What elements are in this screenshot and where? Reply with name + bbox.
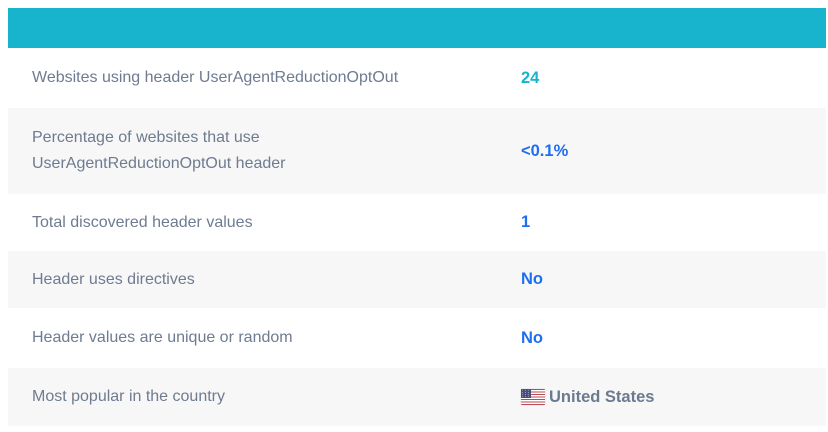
row-label: Header values are unique or random xyxy=(32,329,293,346)
row-value: <0.1% xyxy=(521,142,826,161)
table-row: Header uses directives No xyxy=(8,251,826,308)
stats-table: Websites using header UserAgentReduction… xyxy=(8,48,826,426)
row-value-text: United States xyxy=(549,387,655,406)
header-stats-card: Websites using header UserAgentReduction… xyxy=(8,8,826,426)
row-label: Percentage of websites that use UserAgen… xyxy=(32,129,286,172)
card-header-bar xyxy=(8,8,826,48)
row-label: Most popular in the country xyxy=(32,388,225,405)
us-flag-icon xyxy=(521,389,545,405)
row-value: No xyxy=(521,270,826,289)
row-value: No xyxy=(521,329,826,348)
table-row: Total discovered header values 1 xyxy=(8,194,826,251)
row-value-text: <0.1% xyxy=(521,141,569,160)
table-row: Percentage of websites that use UserAgen… xyxy=(8,108,826,194)
row-label: Websites using header UserAgentReduction… xyxy=(32,69,399,86)
row-value-text: No xyxy=(521,270,543,288)
table-row: Most popular in the country United State… xyxy=(8,368,826,426)
row-value: 1 xyxy=(521,213,826,232)
row-value: United States xyxy=(521,388,826,407)
row-value-text: 24 xyxy=(521,68,540,87)
row-value: 24 xyxy=(521,69,826,88)
table-row: Header values are unique or random No xyxy=(8,308,826,368)
row-label: Total discovered header values xyxy=(32,213,253,231)
table-row: Websites using header UserAgentReduction… xyxy=(8,48,826,108)
row-label: Header uses directives xyxy=(32,270,195,288)
row-value-text: No xyxy=(521,328,543,347)
row-value-text: 1 xyxy=(521,213,531,231)
